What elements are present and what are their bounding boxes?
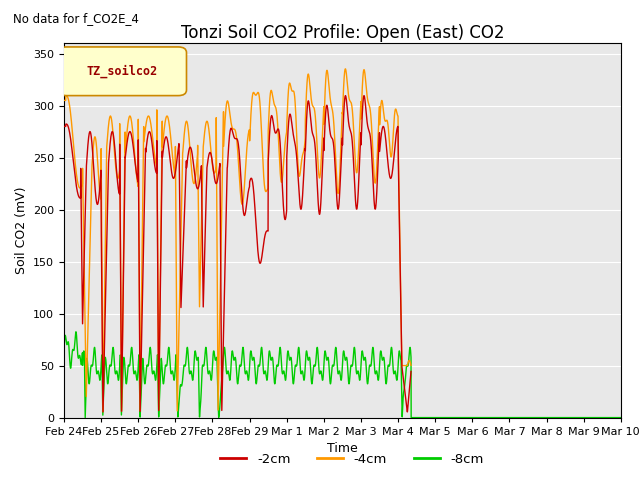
- Text: No data for f_CO2E_4: No data for f_CO2E_4: [13, 12, 139, 25]
- Text: TZ_soilco2: TZ_soilco2: [87, 65, 158, 78]
- Title: Tonzi Soil CO2 Profile: Open (East) CO2: Tonzi Soil CO2 Profile: Open (East) CO2: [180, 24, 504, 42]
- FancyBboxPatch shape: [58, 47, 186, 96]
- X-axis label: Time: Time: [327, 442, 358, 455]
- Y-axis label: Soil CO2 (mV): Soil CO2 (mV): [15, 187, 28, 274]
- Legend: -2cm, -4cm, -8cm: -2cm, -4cm, -8cm: [215, 447, 489, 471]
